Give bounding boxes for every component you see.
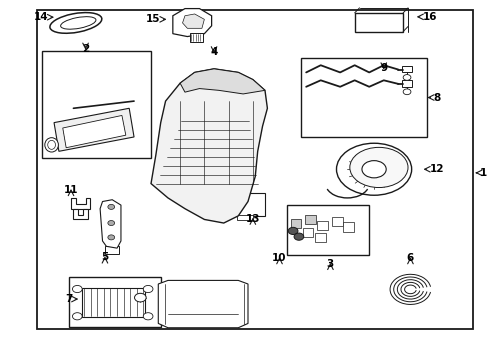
Text: 10: 10	[272, 253, 286, 263]
Circle shape	[108, 221, 114, 226]
Text: 9: 9	[380, 63, 386, 73]
Bar	[314, 233, 325, 242]
Text: 16: 16	[422, 12, 436, 22]
Text: 15: 15	[146, 14, 161, 24]
Text: 5: 5	[101, 252, 108, 262]
Bar	[343, 222, 353, 231]
Text: 8: 8	[432, 93, 440, 103]
Bar	[164, 283, 244, 324]
Polygon shape	[158, 280, 247, 328]
Bar	[305, 215, 315, 225]
Circle shape	[72, 285, 82, 293]
Polygon shape	[54, 108, 134, 151]
Circle shape	[402, 89, 410, 95]
Circle shape	[143, 285, 153, 293]
Polygon shape	[100, 200, 121, 248]
Text: 14: 14	[34, 12, 48, 22]
Bar	[401, 80, 411, 87]
Bar	[301, 58, 427, 137]
Text: 11: 11	[63, 185, 78, 195]
Bar	[302, 228, 313, 237]
Bar	[354, 13, 402, 32]
Circle shape	[72, 313, 82, 320]
Circle shape	[134, 293, 146, 302]
Bar	[37, 10, 472, 329]
Bar	[317, 221, 327, 230]
Circle shape	[108, 235, 114, 240]
Text: 2: 2	[82, 44, 89, 54]
Text: 3: 3	[326, 259, 333, 269]
Polygon shape	[172, 9, 211, 37]
Bar	[82, 288, 145, 317]
Circle shape	[293, 233, 303, 240]
Polygon shape	[62, 116, 125, 148]
Bar	[237, 215, 252, 220]
Text: 6: 6	[406, 253, 413, 263]
Ellipse shape	[50, 13, 102, 33]
Circle shape	[287, 227, 297, 234]
Bar	[42, 51, 151, 158]
Ellipse shape	[336, 143, 411, 195]
Text: 1: 1	[479, 168, 486, 178]
Text: 13: 13	[245, 214, 260, 224]
Bar	[68, 277, 161, 327]
Text: 4: 4	[210, 47, 217, 57]
Ellipse shape	[45, 138, 58, 152]
Text: 12: 12	[428, 164, 443, 174]
Bar	[105, 246, 119, 253]
Bar	[286, 205, 368, 255]
Polygon shape	[182, 14, 204, 28]
Polygon shape	[71, 198, 90, 209]
Bar	[189, 33, 203, 41]
Circle shape	[108, 204, 114, 210]
Bar	[331, 217, 342, 226]
Polygon shape	[180, 69, 264, 94]
Ellipse shape	[349, 147, 407, 188]
Polygon shape	[73, 209, 88, 219]
Bar	[224, 193, 264, 216]
Bar	[290, 219, 301, 228]
Circle shape	[143, 313, 153, 320]
Polygon shape	[151, 69, 267, 223]
Text: 7: 7	[65, 294, 72, 304]
Bar	[401, 66, 411, 72]
Circle shape	[402, 75, 410, 80]
Ellipse shape	[361, 161, 386, 178]
